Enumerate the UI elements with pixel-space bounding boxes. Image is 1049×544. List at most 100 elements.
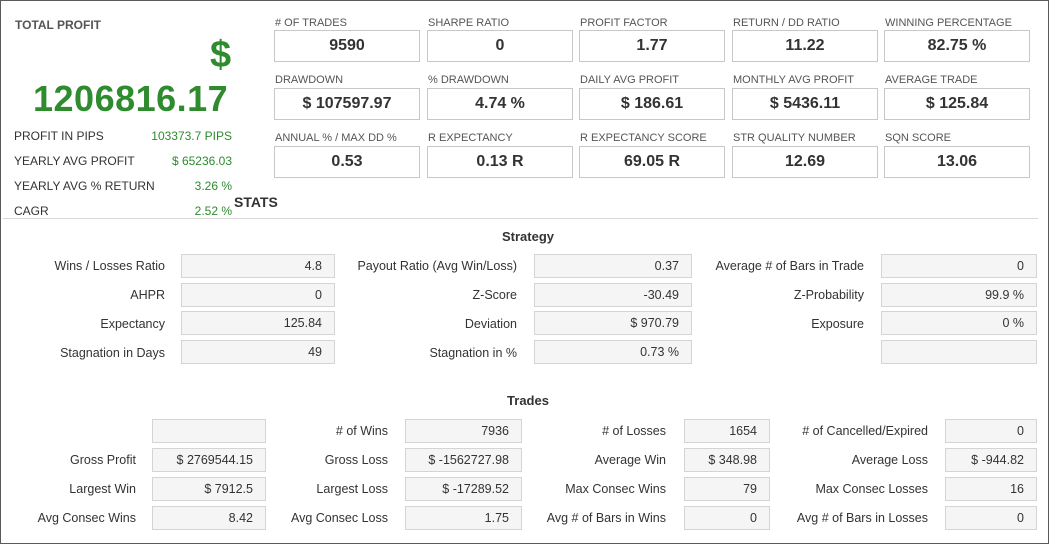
metric-label: STR QUALITY NUMBER [733, 132, 856, 144]
metric-label: # OF TRADES [275, 17, 347, 29]
metric-value: 69.05 R [579, 146, 725, 178]
trades-row-label: Gross Loss [324, 453, 388, 467]
strategy-value-cell: 0 [181, 283, 335, 307]
metric-value: $ 125.84 [884, 88, 1030, 120]
strategy-row-label: Average # of Bars in Trade [715, 259, 864, 273]
strategy-value-cell: 0.73 % [534, 340, 692, 364]
strategy-row-label: Deviation [464, 317, 517, 331]
trades-value-cell: 8.42 [152, 506, 266, 530]
trades-row-label: Largest Win [69, 482, 136, 496]
strategy-value-cell [881, 340, 1037, 364]
trades-value-cell: 0 [684, 506, 770, 530]
yearly-avg-return-value: 3.26 % [194, 179, 232, 193]
trades-value-cell: 0 [945, 419, 1037, 443]
metric-value: $ 186.61 [579, 88, 725, 120]
metric-value: 12.69 [732, 146, 878, 178]
total-profit-value: 1206816.17 [33, 78, 229, 119]
metric-value: 1.77 [579, 30, 725, 62]
metric-label: ANNUAL % / MAX DD % [275, 132, 397, 144]
metric-label: SHARPE RATIO [428, 17, 510, 29]
strategy-title: Strategy [501, 229, 555, 244]
metric-value: 13.06 [884, 146, 1030, 178]
metric-value: 4.74 % [427, 88, 573, 120]
trades-value-cell: $ -944.82 [945, 448, 1037, 472]
yearly-avg-profit-value: $ 65236.03 [171, 154, 232, 168]
strategy-row-label: AHPR [130, 288, 165, 302]
trades-row-label: Avg Consec Loss [290, 511, 388, 525]
trades-value-cell: $ 2769544.15 [152, 448, 266, 472]
metric-label: PROFIT FACTOR [580, 17, 668, 29]
strategy-value-cell: 99.9 % [881, 283, 1037, 307]
trades-value-cell: $ 7912.5 [152, 477, 266, 501]
trades-value-cell: 16 [945, 477, 1037, 501]
trades-row-label: Avg Consec Wins [37, 511, 136, 525]
trades-row-label: Gross Profit [70, 453, 136, 467]
strategy-row-label: Exposure [811, 317, 864, 331]
section-divider [3, 218, 1038, 219]
trades-value-cell: 1.75 [405, 506, 522, 530]
metric-label: SQN SCORE [885, 132, 952, 144]
trades-row-label: Max Consec Wins [565, 482, 666, 496]
strategy-row-label: Stagnation in Days [60, 346, 165, 360]
strategy-value-cell: 0 % [881, 311, 1037, 335]
strategy-value-cell: $ 970.79 [534, 311, 692, 335]
trades-row-label: Avg # of Bars in Wins [546, 511, 666, 525]
profit-in-pips-label: PROFIT IN PIPS [14, 129, 104, 143]
stats-heading: STATS [234, 194, 278, 210]
profit-in-pips-value: 103373.7 PIPS [151, 129, 232, 143]
strategy-value-cell: 49 [181, 340, 335, 364]
strategy-row-label: Z-Score [472, 288, 517, 302]
trades-row-label: Max Consec Losses [815, 482, 928, 496]
metric-label: AVERAGE TRADE [885, 74, 978, 86]
trades-value-cell: 79 [684, 477, 770, 501]
trades-row-label: Average Win [594, 453, 666, 467]
currency-symbol: $ [210, 34, 232, 76]
strategy-row-label: Stagnation in % [429, 346, 517, 360]
strategy-row-label: Z-Probability [793, 288, 864, 302]
trades-value-cell [152, 419, 266, 443]
trades-value-cell: $ 348.98 [684, 448, 770, 472]
trades-row-label: # of Cancelled/Expired [802, 424, 928, 438]
trades-value-cell: 1654 [684, 419, 770, 443]
strategy-row-label: Expectancy [100, 317, 165, 331]
metric-label: R EXPECTANCY [428, 132, 513, 144]
strategy-value-cell: 0 [881, 254, 1037, 278]
cagr-label: CAGR [14, 204, 49, 218]
trades-row-label: Average Loss [851, 453, 928, 467]
trades-row-label: # of Wins [335, 424, 388, 438]
strategy-value-cell: -30.49 [534, 283, 692, 307]
yearly-avg-profit-label: YEARLY AVG PROFIT [14, 154, 135, 168]
metric-value: $ 107597.97 [274, 88, 420, 120]
trades-value-cell: 7936 [405, 419, 522, 443]
strategy-value-cell: 0.37 [534, 254, 692, 278]
metric-label: % DRAWDOWN [428, 74, 509, 86]
strategy-row-label: Payout Ratio (Avg Win/Loss) [357, 259, 517, 273]
strategy-value-cell: 4.8 [181, 254, 335, 278]
trades-value-cell: $ -17289.52 [405, 477, 522, 501]
strategy-value-cell: 125.84 [181, 311, 335, 335]
strategy-row-label: Wins / Losses Ratio [54, 259, 165, 273]
cagr-value: 2.52 % [194, 204, 232, 218]
metric-label: WINNING PERCENTAGE [885, 17, 1012, 29]
trades-row-label: # of Losses [602, 424, 666, 438]
metric-label: MONTHLY AVG PROFIT [733, 74, 855, 86]
trades-value-cell: $ -1562727.98 [405, 448, 522, 472]
trades-row-label: Largest Loss [316, 482, 388, 496]
metric-label: RETURN / DD RATIO [733, 17, 840, 29]
yearly-avg-return-label: YEARLY AVG % RETURN [14, 179, 155, 193]
metric-value: 9590 [274, 30, 420, 62]
metric-label: DAILY AVG PROFIT [580, 74, 680, 86]
trades-row-label: Avg # of Bars in Losses [796, 511, 928, 525]
metric-label: DRAWDOWN [275, 74, 344, 86]
total-profit-title: TOTAL PROFIT [15, 18, 101, 32]
metric-value: 82.75 % [884, 30, 1030, 62]
metric-value: 0 [427, 30, 573, 62]
metric-value: 0.13 R [427, 146, 573, 178]
trades-value-cell: 0 [945, 506, 1037, 530]
metric-value: 0.53 [274, 146, 420, 178]
metric-value: $ 5436.11 [732, 88, 878, 120]
metric-value: 11.22 [732, 30, 878, 62]
trades-title: Trades [507, 393, 549, 408]
metric-label: R EXPECTANCY SCORE [580, 132, 707, 144]
